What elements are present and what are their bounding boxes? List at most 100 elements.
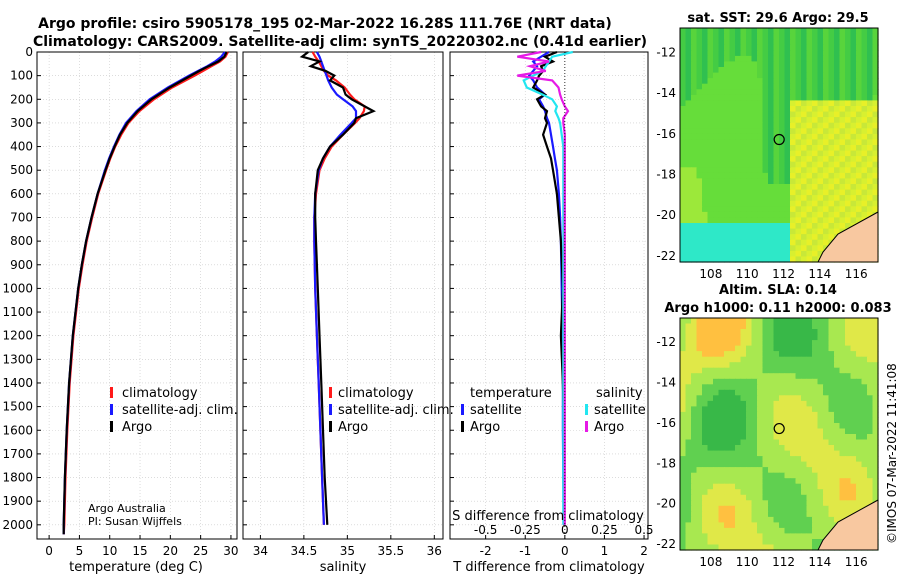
map-cell — [872, 373, 879, 380]
x-tick-label: -2 — [480, 544, 492, 558]
map-cell — [696, 195, 703, 202]
map-cell — [713, 472, 720, 479]
map-cell — [784, 167, 791, 174]
map-cell — [680, 400, 687, 407]
map-cell — [801, 494, 808, 501]
map-cell — [801, 334, 808, 341]
map-cell — [784, 106, 791, 113]
map-cell — [740, 245, 747, 252]
map-cell — [696, 395, 703, 402]
map-cell — [713, 234, 720, 241]
map-cell — [724, 106, 731, 113]
map-cell — [806, 334, 813, 341]
map-cell — [856, 133, 863, 141]
map-cell — [806, 150, 813, 157]
map-cell — [740, 44, 747, 51]
map-cell — [718, 50, 725, 57]
map-cell — [779, 195, 786, 202]
map-cell — [817, 478, 824, 485]
imos-watermark: ©IMOS 07-Mar-2022 11:41:08 — [885, 363, 899, 544]
map-cell — [784, 211, 791, 219]
map-cell — [856, 378, 863, 385]
map-cell — [724, 434, 731, 441]
map-cell — [790, 439, 797, 446]
map-cell — [707, 373, 714, 380]
map-cell — [795, 256, 802, 263]
map-cell — [828, 423, 835, 430]
map-cell — [751, 178, 758, 185]
map-cell — [817, 389, 824, 396]
legend-swatch-s-argo — [585, 421, 588, 432]
map-cell — [850, 483, 857, 490]
map-cell — [784, 195, 791, 202]
map-cell — [779, 61, 786, 68]
map-cell — [740, 539, 747, 546]
map-cell — [685, 106, 692, 113]
map-cell — [867, 423, 874, 430]
map-cell — [696, 133, 703, 141]
map-cell — [762, 367, 769, 374]
map-cell — [724, 100, 731, 107]
map-cell — [757, 511, 764, 518]
map-cell — [856, 55, 863, 63]
map-cell — [691, 362, 698, 369]
map-cell — [801, 351, 808, 358]
map-cell — [768, 456, 775, 463]
map-cell — [790, 228, 797, 235]
map-cell — [790, 417, 797, 424]
map-lon-label: 114 — [808, 267, 831, 281]
map-cell — [850, 411, 857, 418]
map-cell — [757, 61, 764, 68]
map-cell — [702, 539, 709, 546]
map-cell — [817, 378, 824, 385]
map-cell — [779, 156, 786, 163]
map-cell — [762, 483, 769, 490]
map-cell — [696, 494, 703, 501]
map-cell — [768, 373, 775, 380]
map-cell — [680, 184, 687, 191]
map-cell — [762, 362, 769, 369]
map-cell — [713, 367, 720, 374]
map-cell — [768, 478, 775, 485]
map-cell — [801, 423, 808, 430]
map-cell — [718, 483, 725, 490]
x-tick-label: 5 — [76, 544, 84, 558]
map-cell — [735, 167, 742, 174]
map-cell — [867, 362, 874, 369]
map-cell — [867, 55, 874, 63]
map-cell — [768, 434, 775, 441]
map-cell — [751, 389, 758, 396]
map-cell — [713, 450, 720, 457]
map-cell — [806, 445, 813, 452]
map-cell — [702, 184, 709, 191]
map-cell — [751, 428, 758, 435]
map-cell — [696, 100, 703, 107]
map-cell — [702, 395, 709, 402]
map-cell — [856, 44, 863, 51]
map-cell — [823, 195, 830, 202]
map-cell — [784, 172, 791, 180]
map-cell — [729, 345, 736, 352]
map-cell — [696, 28, 703, 35]
s-difference-label: S difference from climatology — [452, 509, 644, 524]
map-cell — [834, 133, 841, 141]
map-cell — [806, 89, 813, 96]
map-cell — [779, 378, 786, 385]
map-cell — [680, 117, 687, 124]
map-cell — [685, 150, 692, 157]
map-cell — [762, 83, 769, 90]
map-cell — [735, 200, 742, 207]
map-cell — [834, 61, 841, 68]
map-cell — [680, 39, 687, 46]
map-cell — [784, 362, 791, 369]
map-cell — [691, 494, 698, 501]
map-cell — [801, 239, 808, 246]
map-cell — [729, 340, 736, 347]
map-cell — [735, 334, 742, 341]
map-cell — [691, 456, 698, 463]
map-cell — [729, 250, 736, 258]
map-cell — [718, 172, 725, 180]
y-tick-label: 500 — [10, 163, 33, 177]
map-cell — [702, 139, 709, 146]
map-cell — [729, 505, 736, 512]
